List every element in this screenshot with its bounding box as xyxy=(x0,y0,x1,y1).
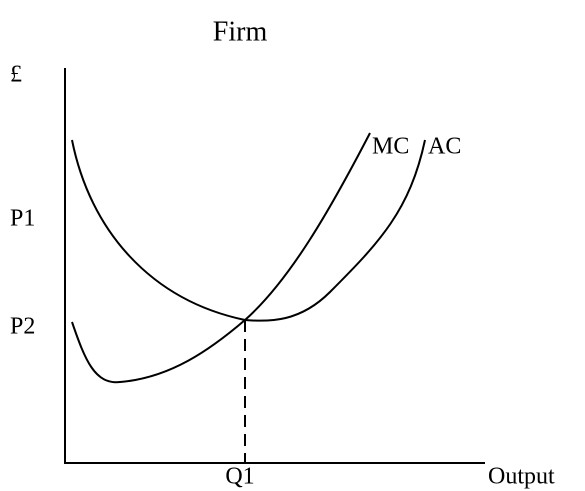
title: Firm xyxy=(213,16,268,47)
mc-curve xyxy=(71,132,371,384)
mc-label: MC xyxy=(372,134,409,160)
ac-curve xyxy=(71,139,426,322)
q1-label: Q1 xyxy=(225,464,254,490)
p2-label: P2 xyxy=(10,314,35,340)
axes xyxy=(64,68,485,464)
x-axis-label: Output xyxy=(488,464,555,490)
p1-label: P1 xyxy=(10,206,35,232)
ac-label: AC xyxy=(428,134,461,160)
y-axis-label: £ xyxy=(10,62,22,88)
